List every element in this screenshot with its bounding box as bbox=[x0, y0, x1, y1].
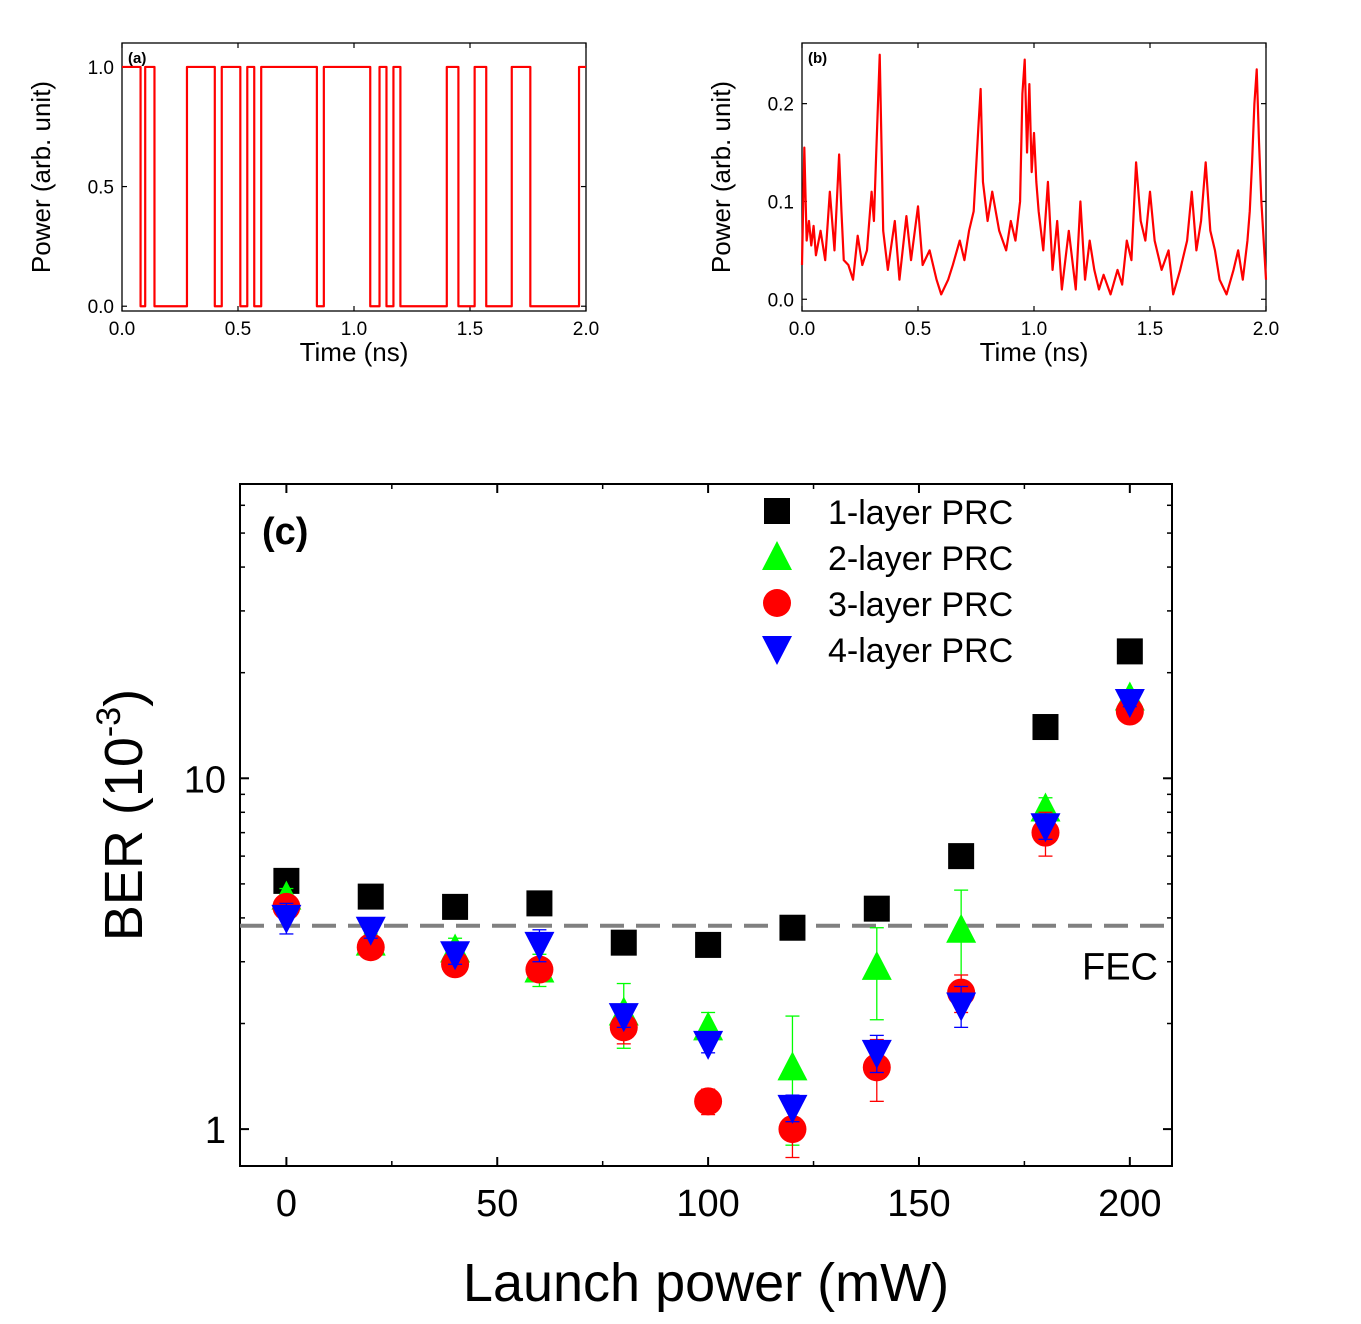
series-4 bbox=[271, 688, 1145, 1124]
data-point bbox=[526, 890, 553, 917]
panel-a: 0.0 0.5 1.0 1.5 2.0 0.0 0.5 1.0 (a) Time (ns) Powe… bbox=[26, 42, 599, 367]
y-tick-label: 1.0 bbox=[88, 58, 114, 79]
y-axis-label: BER (10-3) bbox=[90, 689, 154, 941]
x-tick-label: 100 bbox=[676, 1183, 739, 1225]
panel-c: 0 50 100 150 200 1 10 (c) Launch power (mW) BER (… bbox=[90, 483, 1173, 1313]
x-tick-label: 2.0 bbox=[573, 319, 599, 340]
y-tick-label: 10 bbox=[184, 759, 226, 801]
data-point bbox=[694, 1087, 723, 1116]
data-point bbox=[610, 929, 637, 956]
y-axis-label-exponent: -3 bbox=[90, 707, 128, 737]
data-point bbox=[693, 1030, 724, 1060]
legend-label: 1-layer PRC bbox=[828, 494, 1013, 532]
data-point bbox=[355, 916, 386, 946]
x-tick-label: 0 bbox=[276, 1183, 297, 1225]
data-point bbox=[695, 931, 722, 958]
x-tick-label: 0.5 bbox=[225, 319, 251, 340]
panel-b: 0.0 0.5 1.0 1.5 2.0 0.0 0.1 0.2 (b) Time (ns) Powe… bbox=[706, 42, 1279, 367]
data-point bbox=[440, 941, 471, 971]
data-point bbox=[357, 883, 384, 910]
x-tick-label: 200 bbox=[1098, 1183, 1161, 1225]
x-tick-label: 1.5 bbox=[1137, 319, 1163, 340]
panel-label: (c) bbox=[262, 511, 308, 553]
data-point bbox=[948, 843, 975, 870]
legend-marker bbox=[762, 541, 792, 570]
series-line bbox=[122, 65, 586, 308]
data-point bbox=[863, 895, 890, 922]
x-tick-label: 1.5 bbox=[457, 319, 483, 340]
series-1 bbox=[273, 638, 1143, 958]
y-axis-label: Power (arb. unit) bbox=[706, 81, 736, 273]
panel-label: (a) bbox=[128, 50, 146, 67]
legend-marker bbox=[762, 636, 792, 665]
x-tick-label: 0.5 bbox=[905, 319, 931, 340]
plot-frame bbox=[801, 42, 1267, 312]
data-point bbox=[861, 950, 892, 980]
x-tick-label: 0.0 bbox=[109, 319, 135, 340]
panel-label: (b) bbox=[808, 50, 827, 67]
legend-label: 2-layer PRC bbox=[828, 540, 1013, 578]
legend-label: 3-layer PRC bbox=[828, 586, 1013, 624]
y-tick-label: 0.2 bbox=[768, 95, 794, 116]
legend-marker bbox=[764, 498, 790, 524]
data-point bbox=[777, 1051, 808, 1081]
data-point bbox=[779, 914, 806, 941]
y-tick-label: 0.0 bbox=[88, 297, 114, 318]
x-tick-label: 0.0 bbox=[789, 319, 815, 340]
data-point bbox=[356, 933, 385, 962]
data-point bbox=[442, 893, 469, 920]
data-point bbox=[608, 1003, 639, 1033]
y-tick-label: 0.1 bbox=[768, 192, 794, 213]
data-point bbox=[946, 913, 977, 943]
legend: 1-layer PRC 2-layer PRC 3-layer PRC 4-layer… bbox=[762, 494, 1013, 670]
plot-frame bbox=[121, 42, 587, 312]
x-tick-label: 150 bbox=[887, 1183, 950, 1225]
data-point bbox=[1114, 688, 1145, 718]
series-line bbox=[800, 53, 1268, 296]
data-point bbox=[1116, 638, 1143, 665]
legend-label: 4-layer PRC bbox=[828, 632, 1013, 670]
data-point bbox=[525, 955, 554, 984]
y-axis-label: Power (arb. unit) bbox=[26, 81, 56, 273]
x-tick-label: 1.0 bbox=[1021, 319, 1047, 340]
data-point bbox=[1030, 813, 1061, 843]
data-point bbox=[777, 1094, 808, 1124]
fec-threshold-label: FEC bbox=[1082, 947, 1158, 989]
y-tick-label: 0.5 bbox=[88, 178, 114, 199]
data-point bbox=[271, 904, 302, 934]
plot-frame bbox=[239, 483, 1173, 1167]
x-axis-label: Launch power (mW) bbox=[463, 1253, 949, 1313]
x-tick-label: 1.0 bbox=[341, 319, 367, 340]
x-tick-label: 2.0 bbox=[1253, 319, 1279, 340]
y-axis-label-tail: ) bbox=[94, 689, 154, 707]
y-tick-label: 1 bbox=[205, 1110, 226, 1152]
data-point bbox=[524, 931, 555, 961]
data-point bbox=[946, 992, 977, 1022]
y-tick-label: 0.0 bbox=[768, 290, 794, 311]
x-axis-label: Time (ns) bbox=[300, 337, 409, 367]
series-2 bbox=[271, 681, 1145, 1146]
legend-marker bbox=[763, 589, 791, 617]
x-axis-label: Time (ns) bbox=[980, 337, 1089, 367]
y-axis-label-main: BER (10 bbox=[94, 737, 154, 941]
x-tick-label: 50 bbox=[476, 1183, 518, 1225]
data-point bbox=[861, 1039, 892, 1069]
data-point bbox=[1032, 714, 1059, 741]
